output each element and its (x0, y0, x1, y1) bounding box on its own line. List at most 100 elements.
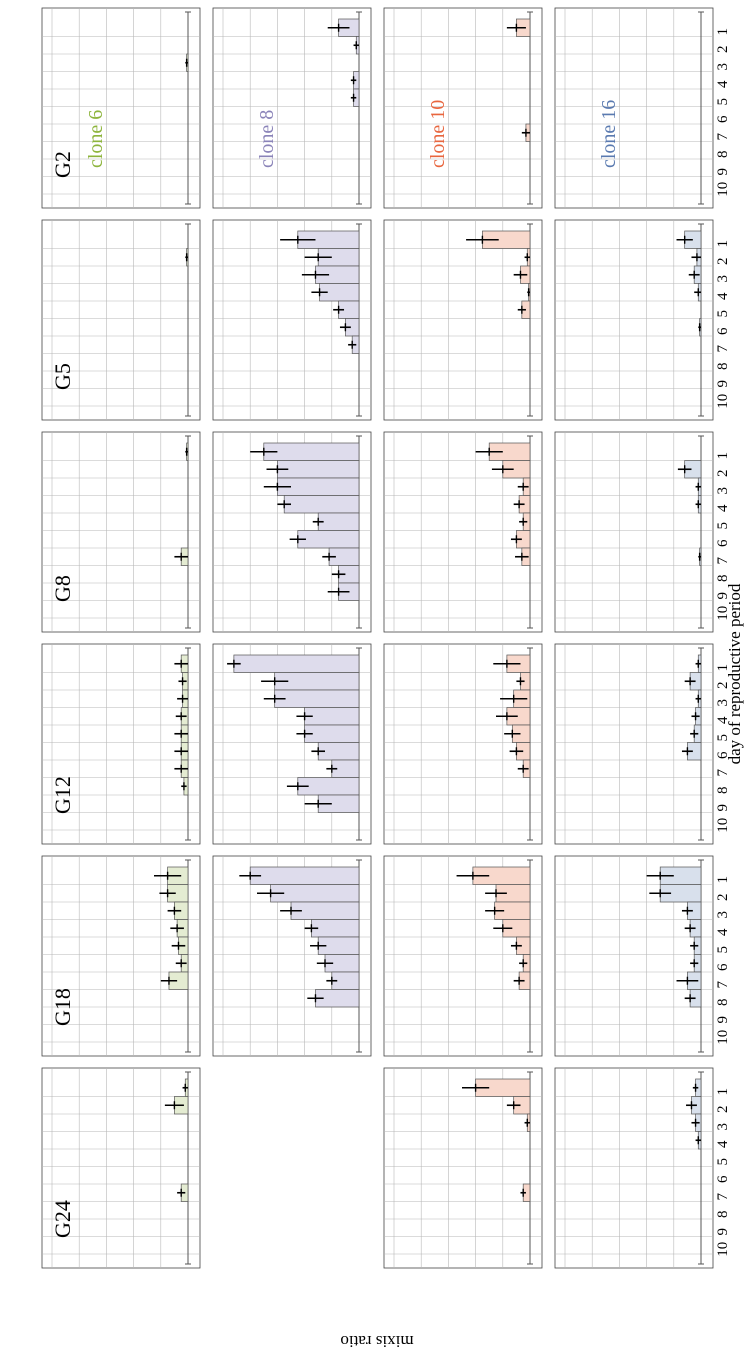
x-tick-label: 3 (715, 699, 731, 707)
x-tick-label: 10 (715, 182, 731, 197)
x-tick-label: 4 (715, 1140, 731, 1148)
panel-clone16-G5: 1 2 3 4 5 6 7 8 9 10 (554, 219, 731, 421)
x-tick-label: 8 (715, 999, 731, 1007)
panel-frame (41, 431, 201, 633)
clone-label: clone 10 (427, 100, 449, 168)
x-tick-label: 4 (715, 928, 731, 936)
x-tick-label: 5 (715, 98, 731, 106)
panel-clone16-G2: clone 1600.20.40.60.8112345678910 (554, 7, 731, 255)
panel-frame (554, 7, 714, 209)
x-tick-label: 4 (715, 80, 731, 88)
x-tick-label: 10 (715, 1030, 731, 1045)
panel-clone16-G12: 1 2 3 4 5 6 7 8 9 10 (554, 643, 731, 845)
x-tick-label: 6 (715, 539, 731, 547)
x-tick-label: 6 (715, 327, 731, 335)
x-tick-label: 8 (715, 1211, 731, 1219)
x-tick-label: 5 (715, 1158, 731, 1166)
x-tick-label: 10 (715, 1242, 731, 1257)
generation-label: G2 (50, 151, 75, 178)
x-tick-label: 10 (715, 818, 731, 833)
x-tick-label: 8 (715, 575, 731, 583)
panel-clone10-G5 (383, 219, 543, 421)
panel-frame (554, 219, 714, 421)
panel-clone8-G18 (212, 855, 372, 1057)
x-tick-label: 8 (715, 363, 731, 371)
x-tick-label: 5 (715, 310, 731, 318)
x-tick-label: 1 (715, 876, 731, 884)
panel-clone6-G24: G24 (41, 1067, 201, 1269)
x-tick-label: 1 (715, 240, 731, 248)
generation-label: G18 (50, 988, 75, 1026)
panel-frame (41, 7, 201, 209)
generation-label: G5 (50, 363, 75, 390)
panel-clone8-G2: clone 800.20.40.60.81 (212, 7, 372, 255)
x-tick-label: 2 (715, 470, 731, 478)
generation-label: G24 (50, 1200, 75, 1238)
panel-clone10-G12 (383, 643, 543, 845)
x-tick-label: 7 (715, 345, 731, 353)
x-tick-label: 2 (715, 258, 731, 266)
x-tick-label: 3 (715, 275, 731, 283)
panel-frame (383, 7, 543, 209)
x-tick-label: 7 (715, 133, 731, 141)
x-tick-label: 1 (715, 28, 731, 36)
bar-day-1 (233, 654, 360, 673)
panel-clone6-G8: G8 (41, 431, 201, 633)
x-tick-label: 10 (715, 606, 731, 621)
x-tick-label: 1 (715, 1088, 731, 1096)
x-tick-label: 6 (715, 115, 731, 123)
x-tick-label: 7 (715, 769, 731, 777)
panel-frame (212, 7, 372, 209)
panel-clone8-G12 (212, 643, 372, 845)
x-tick-label: 3 (715, 1123, 731, 1131)
x-tick-label: 7 (715, 1193, 731, 1201)
x-axis-title: day of reproductive period (725, 583, 744, 764)
x-tick-label: 2 (715, 682, 731, 690)
x-tick-label: 5 (715, 522, 731, 530)
clone-label: clone 16 (598, 100, 620, 168)
panel-frame (554, 1067, 714, 1269)
bar-day-1 (263, 442, 360, 461)
bar-day-4 (311, 919, 360, 938)
panel-clone8-G8 (212, 431, 372, 633)
x-tick-label: 6 (715, 1175, 731, 1183)
x-tick-label: 4 (715, 716, 731, 724)
panel-frame (554, 643, 714, 845)
panel-clone6-G18: G18 (41, 855, 201, 1057)
x-tick-label: 3 (715, 487, 731, 495)
bar-day-2 (277, 460, 360, 479)
bar-day-6 (297, 530, 360, 549)
bar-day-3 (274, 689, 360, 708)
panel-frame (41, 643, 201, 845)
clone-label: clone 6 (85, 110, 107, 168)
panel-clone6-G5: G5 (41, 219, 201, 421)
bar-day-4 (283, 495, 360, 514)
clone-label: clone 8 (256, 110, 278, 168)
x-tick-label: 5 (715, 946, 731, 954)
x-tick-label: 9 (715, 804, 731, 812)
x-tick-label: 10 (715, 394, 731, 409)
x-tick-label: 9 (715, 1016, 731, 1024)
y-axis-title: mixis ratio (340, 1332, 413, 1349)
x-tick-label: 7 (715, 981, 731, 989)
panel-clone16-G24: 1 2 3 4 5 6 7 8 9 10 (554, 1067, 731, 1269)
x-tick-label: 6 (715, 963, 731, 971)
x-tick-label: 8 (715, 787, 731, 795)
panel-clone6-G2: clone 6G200.20.40.60.81 (41, 7, 201, 255)
generation-label: G12 (50, 776, 75, 814)
panel-frame (41, 1067, 201, 1269)
panel-clone10-G8 (383, 431, 543, 633)
panel-frame (383, 643, 543, 845)
x-tick-label: 2 (715, 1106, 731, 1114)
x-tick-label: 1 (715, 452, 731, 460)
x-tick-label: 4 (715, 504, 731, 512)
panel-clone10-G18 (383, 855, 543, 1057)
panel-frame (383, 219, 543, 421)
generation-label: G8 (50, 575, 75, 602)
x-tick-label: 5 (715, 734, 731, 742)
x-tick-label: 6 (715, 751, 731, 759)
panel-frame (41, 219, 201, 421)
panel-clone16-G8: 1 2 3 4 5 6 7 8 9 10 (554, 431, 731, 633)
panel-clone10-G2: clone 1000.20.40.60.81 (383, 7, 543, 255)
